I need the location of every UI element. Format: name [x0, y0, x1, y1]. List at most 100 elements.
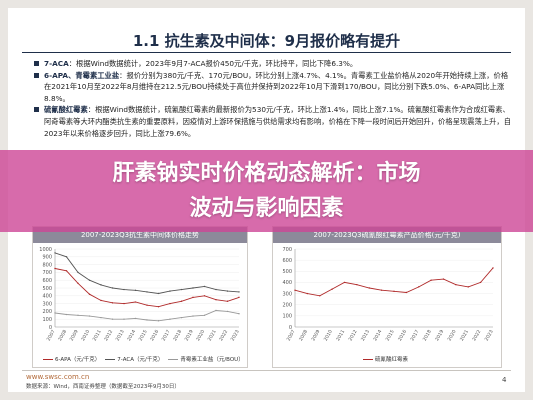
data-point [123, 302, 125, 305]
data-point [54, 312, 56, 314]
bullet-list: 7-ACA：根据Wind数据统计，2023年9月7-ACA报价450元/千克，环… [34, 58, 512, 139]
y-tick-label: 300 [42, 301, 52, 307]
data-point [238, 313, 240, 315]
x-tick-label: 2007 [46, 329, 57, 342]
data-point [123, 288, 125, 291]
legend-swatch [105, 358, 116, 361]
headline-line-1: 肝素钠实时价格动态解析：市场 [112, 161, 421, 186]
data-point [226, 290, 229, 292]
x-tick-label: 2009 [310, 329, 321, 342]
data-point [180, 300, 183, 302]
data-point [111, 287, 114, 289]
legend-label: 青霉素工业盐（元/BOU） [180, 357, 244, 363]
y-tick-label: 300 [282, 291, 292, 297]
data-point [467, 286, 469, 288]
data-point [418, 286, 420, 288]
bullet-square-icon [34, 107, 39, 113]
data-point [100, 316, 102, 319]
data-point [180, 288, 183, 291]
data-point [203, 295, 206, 297]
page-number: 4 [502, 376, 507, 384]
data-point [492, 267, 494, 269]
footer-url: www.swsc.com.cn [26, 373, 90, 381]
bullet-square-icon [34, 61, 39, 66]
y-tick-label: 100 [42, 317, 52, 323]
data-point [405, 291, 408, 294]
bullet-text: ：根据Wind数据统计，2023年9月7-ACA报价450元/千克，环比持平，同… [68, 59, 358, 68]
legend-item: 硫氰酸红霉素 [363, 357, 408, 363]
y-tick-label: 1000 [39, 247, 52, 253]
x-tick-label: 2017 [409, 329, 420, 342]
x-tick-label: 2016 [397, 329, 408, 342]
x-tick-label: 2012 [348, 329, 359, 342]
y-tick-label: 0 [289, 325, 292, 331]
data-point [238, 291, 240, 293]
data-point [77, 271, 79, 274]
legend-item: 6-APA（元/千克） [43, 357, 100, 363]
data-point [146, 291, 148, 293]
x-tick-label: 2020 [195, 329, 206, 342]
bullet-erythromycin: 硫氰酸红霉素：根据Wind数据统计，硫氰酸红霉素的最新报价为530元/千克，环比… [34, 104, 512, 139]
x-tick-label: 2010 [323, 329, 334, 342]
x-tick-label: 2010 [80, 329, 91, 342]
legend-swatch [168, 358, 179, 361]
y-tick-label: 400 [42, 294, 52, 300]
x-tick-label: 2022 [471, 329, 482, 342]
x-tick-label: 2018 [422, 329, 433, 342]
data-point [215, 309, 217, 312]
chart-legend: 6-APA（元/千克） 7-ACA（元/千克） 青霉素工业盐（元/BOU） [43, 355, 249, 363]
data-point [54, 252, 56, 254]
x-tick-label: 2021 [459, 329, 470, 342]
footer-source: 数据来源：Wind，西南证券整理（数据截至2023年9月30日） [26, 384, 180, 390]
x-tick-label: 2011 [335, 329, 346, 342]
x-tick-label: 2008 [57, 329, 68, 342]
data-point [157, 320, 160, 322]
chart-erythromycin: 2007-2023Q3硫氰酸红霉素产品价格(元/千克) 700 600 500 400… [272, 226, 502, 368]
legend-item: 7-ACA（元/千克） [105, 357, 163, 363]
x-tick-label: 2020 [447, 329, 458, 342]
data-point [169, 318, 171, 320]
data-point [393, 290, 395, 293]
data-point [343, 281, 346, 284]
data-point [157, 292, 160, 295]
data-point [331, 288, 333, 290]
data-point [134, 301, 137, 303]
data-point [169, 302, 171, 305]
data-point [65, 313, 68, 316]
x-tick-label: 2014 [126, 329, 137, 342]
y-tick-label: 200 [42, 309, 52, 315]
data-point [430, 279, 432, 281]
footer-divider [22, 370, 511, 371]
data-point [180, 316, 183, 319]
data-point [226, 310, 229, 313]
data-point [192, 315, 194, 317]
data-point [100, 299, 102, 302]
x-tick-label: 2019 [184, 329, 195, 342]
data-point [111, 318, 114, 320]
data-point [319, 295, 321, 297]
data-point [134, 317, 137, 320]
x-tick-label: 2019 [434, 329, 445, 342]
x-tick-label: 2023 [230, 329, 241, 342]
data-point [77, 314, 79, 316]
data-point [203, 285, 206, 288]
data-point [146, 319, 148, 321]
chart-legend: 硫氰酸红霉素 [363, 355, 413, 363]
data-point [380, 289, 383, 291]
y-tick-label: 100 [282, 314, 292, 320]
x-tick-label: 2015 [385, 329, 396, 342]
legend-label: 7-ACA（元/千克） [117, 357, 164, 363]
x-tick-label: 2013 [360, 329, 371, 342]
title-divider [22, 52, 511, 53]
data-point [455, 283, 457, 286]
data-point [77, 282, 79, 285]
headline-line-2: 波动与影响因素 [189, 196, 344, 221]
data-point [146, 304, 148, 306]
data-point [65, 256, 68, 258]
x-tick-label: 2014 [372, 329, 383, 342]
data-point [203, 314, 206, 316]
data-point [479, 281, 482, 284]
y-tick-label: 200 [282, 303, 292, 309]
data-point [356, 283, 358, 286]
